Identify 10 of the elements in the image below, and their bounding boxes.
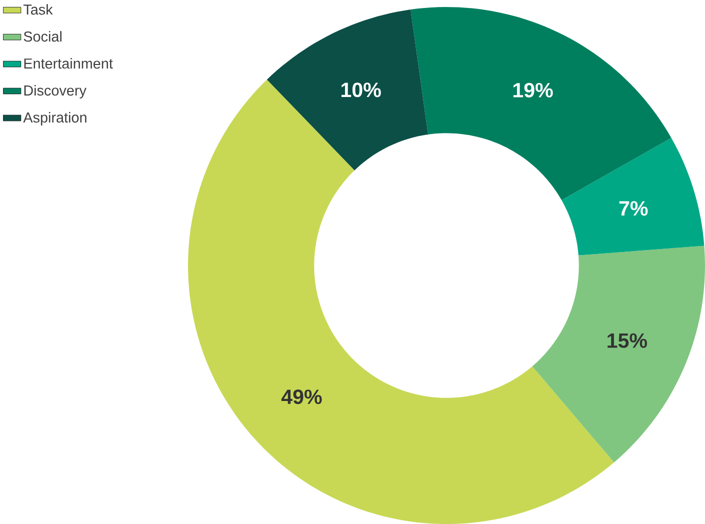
- legend-label: Entertainment: [24, 58, 113, 69]
- data-label: 7%: [619, 201, 648, 216]
- legend-label: Aspiration: [23, 112, 86, 126]
- legend-label: Task: [23, 4, 53, 15]
- legend-label: Social: [24, 31, 62, 42]
- data-label: 15%: [608, 333, 647, 348]
- data-label: 19%: [513, 82, 553, 98]
- data-label: 10%: [342, 82, 381, 98]
- legend-label: Discovery: [24, 85, 86, 98]
- data-label: 49%: [281, 390, 322, 404]
